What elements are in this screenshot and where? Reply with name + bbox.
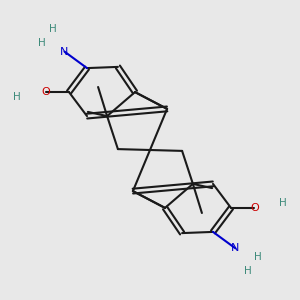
Text: O: O [41,87,50,97]
Text: H: H [244,266,251,276]
Text: H: H [254,252,262,262]
Text: H: H [13,92,21,102]
Text: H: H [49,24,56,34]
Text: O: O [250,203,259,213]
Text: N: N [231,243,240,254]
Text: N: N [60,46,69,57]
Text: H: H [38,38,46,48]
Text: H: H [279,198,287,208]
